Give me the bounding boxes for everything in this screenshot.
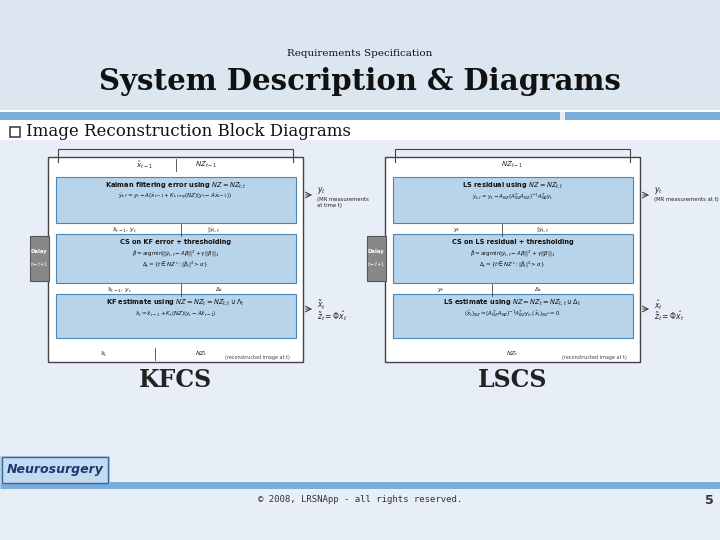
Text: © 2008, LRSNApp - all rights reserved.: © 2008, LRSNApp - all rights reserved. xyxy=(258,496,462,504)
Text: Delay: Delay xyxy=(368,249,384,254)
Bar xyxy=(48,157,303,362)
Text: $|\tilde{y}_{t,f}$: $|\tilde{y}_{t,f}$ xyxy=(536,225,550,234)
Text: $\hat{x}_{t-1}$, $y_t$: $\hat{x}_{t-1}$, $y_t$ xyxy=(112,225,138,235)
Text: (reconstructed image at t): (reconstructed image at t) xyxy=(225,355,290,361)
Text: Requirements Specification: Requirements Specification xyxy=(287,49,433,57)
Text: (MR measurements: (MR measurements xyxy=(317,197,369,201)
Text: $\tilde{z}_t = \Phi\hat{x}_t$: $\tilde{z}_t = \Phi\hat{x}_t$ xyxy=(317,309,348,323)
Text: Kalman filtering error using $NZ=NZ_{t,t}$: Kalman filtering error using $NZ=NZ_{t,t… xyxy=(104,180,246,190)
Text: LSCS: LSCS xyxy=(478,368,547,392)
Bar xyxy=(0,120,720,140)
Text: KFCS: KFCS xyxy=(139,368,212,392)
Text: $\tilde{z}_t = \Phi\hat{x}_t$: $\tilde{z}_t = \Phi\hat{x}_t$ xyxy=(654,309,685,323)
Text: $\hat{x}_{t-1}$, $y_t$: $\hat{x}_{t-1}$, $y_t$ xyxy=(107,285,132,295)
Text: $\Delta_t$: $\Delta_t$ xyxy=(215,286,223,294)
Text: KF estimate using $NZ=NZ_t = NZ_{t,t} \cup \Lambda_t$: KF estimate using $NZ=NZ_t = NZ_{t,t} \c… xyxy=(106,297,245,307)
Bar xyxy=(0,456,110,484)
Text: $\tilde{y}_{t,f} = y_t - A(\tilde{x}_{t-1} + K_{t,tmp}(NZ)(y_t - A\tilde{x}_{t-1: $\tilde{y}_{t,f} = y_t - A(\tilde{x}_{t-… xyxy=(118,192,233,202)
Text: System Description & Diagrams: System Description & Diagrams xyxy=(99,68,621,97)
Text: CS on KF error + thresholding: CS on KF error + thresholding xyxy=(120,239,231,245)
Text: $|\tilde{y}_{t,f}$: $|\tilde{y}_{t,f}$ xyxy=(207,225,221,234)
Text: (MR measurements at t): (MR measurements at t) xyxy=(654,197,719,201)
FancyBboxPatch shape xyxy=(366,235,385,280)
Text: $\hat{\beta} = \mathrm{argmin}|\tilde{y}_{t,f} - A\beta||^2 + \gamma||\beta||_1$: $\hat{\beta} = \mathrm{argmin}|\tilde{y}… xyxy=(470,248,555,259)
Bar xyxy=(565,112,720,120)
FancyBboxPatch shape xyxy=(55,294,295,338)
FancyBboxPatch shape xyxy=(392,233,632,282)
FancyBboxPatch shape xyxy=(55,177,295,222)
Text: at time t): at time t) xyxy=(317,202,342,207)
FancyBboxPatch shape xyxy=(2,457,108,483)
FancyBboxPatch shape xyxy=(30,235,48,280)
Text: $\Delta_t$: $\Delta_t$ xyxy=(534,286,542,294)
Text: $NZ_{t-1}$: $NZ_{t-1}$ xyxy=(195,160,217,170)
Text: $NZ_t$: $NZ_t$ xyxy=(506,349,519,359)
Text: $\hat{x}_t = \hat{x}_{t-1} + K_t(NZ)(y_t - A\hat{x}_{t-1})$: $\hat{x}_t = \hat{x}_{t-1} + K_t(NZ)(y_t… xyxy=(135,309,216,319)
Bar xyxy=(0,140,720,485)
Text: $y_t$: $y_t$ xyxy=(654,186,663,197)
Bar xyxy=(0,110,720,112)
Text: $\hat{x}_t$: $\hat{x}_t$ xyxy=(654,298,663,312)
FancyBboxPatch shape xyxy=(392,177,632,222)
Bar xyxy=(10,127,20,137)
Text: $\tilde{x}_{t-1}$: $\tilde{x}_{t-1}$ xyxy=(136,159,153,171)
Text: $(\hat{x}_t)_{NZ} = (A_{NZ}^TA_{NZ})^{-1}A_{NZ}^Ty_t, (\hat{x}_t)_{NZ^c} = 0$: $(\hat{x}_t)_{NZ} = (A_{NZ}^TA_{NZ})^{-1… xyxy=(464,308,561,319)
Bar xyxy=(385,157,640,362)
Text: CS on LS residual + thresholding: CS on LS residual + thresholding xyxy=(451,239,573,245)
Text: $\tilde{x}_t$: $\tilde{x}_t$ xyxy=(317,299,326,312)
Text: 5: 5 xyxy=(706,494,714,507)
Text: $NZ_{t-1}$: $NZ_{t-1}$ xyxy=(501,160,523,170)
Text: Neurosurgery: Neurosurgery xyxy=(6,463,104,476)
Text: (reconstructed image at t): (reconstructed image at t) xyxy=(562,355,627,361)
Text: $t\leftarrow t{+}1$: $t\leftarrow t{+}1$ xyxy=(366,260,385,268)
Bar xyxy=(0,0,720,110)
Text: $NZ_t$: $NZ_t$ xyxy=(194,349,207,359)
Text: $\hat{\beta} = \mathrm{argmin}||\tilde{y}_{t,f} - A\beta||^2 + \gamma||\beta||_1: $\hat{\beta} = \mathrm{argmin}||\tilde{y… xyxy=(132,248,219,259)
FancyBboxPatch shape xyxy=(392,294,632,338)
Text: $y_t$: $y_t$ xyxy=(317,186,326,197)
Text: LS residual using $NZ=NZ_{t,t}$: LS residual using $NZ=NZ_{t,t}$ xyxy=(462,180,563,190)
Text: $y_t$: $y_t$ xyxy=(437,286,445,294)
Text: Delay: Delay xyxy=(31,249,48,254)
Text: $\Delta_t = \{t \in NZ^c : |\hat{\beta}_t|^2 > \alpha\}$: $\Delta_t = \{t \in NZ^c : |\hat{\beta}_… xyxy=(143,260,209,271)
Bar xyxy=(0,112,560,120)
Text: Image Reconstruction Block Diagrams: Image Reconstruction Block Diagrams xyxy=(26,124,351,140)
Text: $\Delta_t = \{t \in NZ^c : |\hat{\beta}_t|^2 > \alpha\}$: $\Delta_t = \{t \in NZ^c : |\hat{\beta}_… xyxy=(480,260,546,271)
Text: $\hat{x}_t$: $\hat{x}_t$ xyxy=(100,349,108,359)
Text: $t\leftarrow t{+}1$: $t\leftarrow t{+}1$ xyxy=(30,260,48,268)
FancyBboxPatch shape xyxy=(55,233,295,282)
Text: $y_t$: $y_t$ xyxy=(453,226,460,234)
Text: $\tilde{y}_{t,f} = y_t - A_{NZ}(A_{NZ}^TA_{NZ})^{-1}A_{NZ}^Ty_t$: $\tilde{y}_{t,f} = y_t - A_{NZ}(A_{NZ}^T… xyxy=(472,192,553,202)
Text: LS estimate using $NZ=NZ_t = NZ_{t,t} \cup \Delta_t$: LS estimate using $NZ=NZ_t = NZ_{t,t} \c… xyxy=(444,297,582,307)
